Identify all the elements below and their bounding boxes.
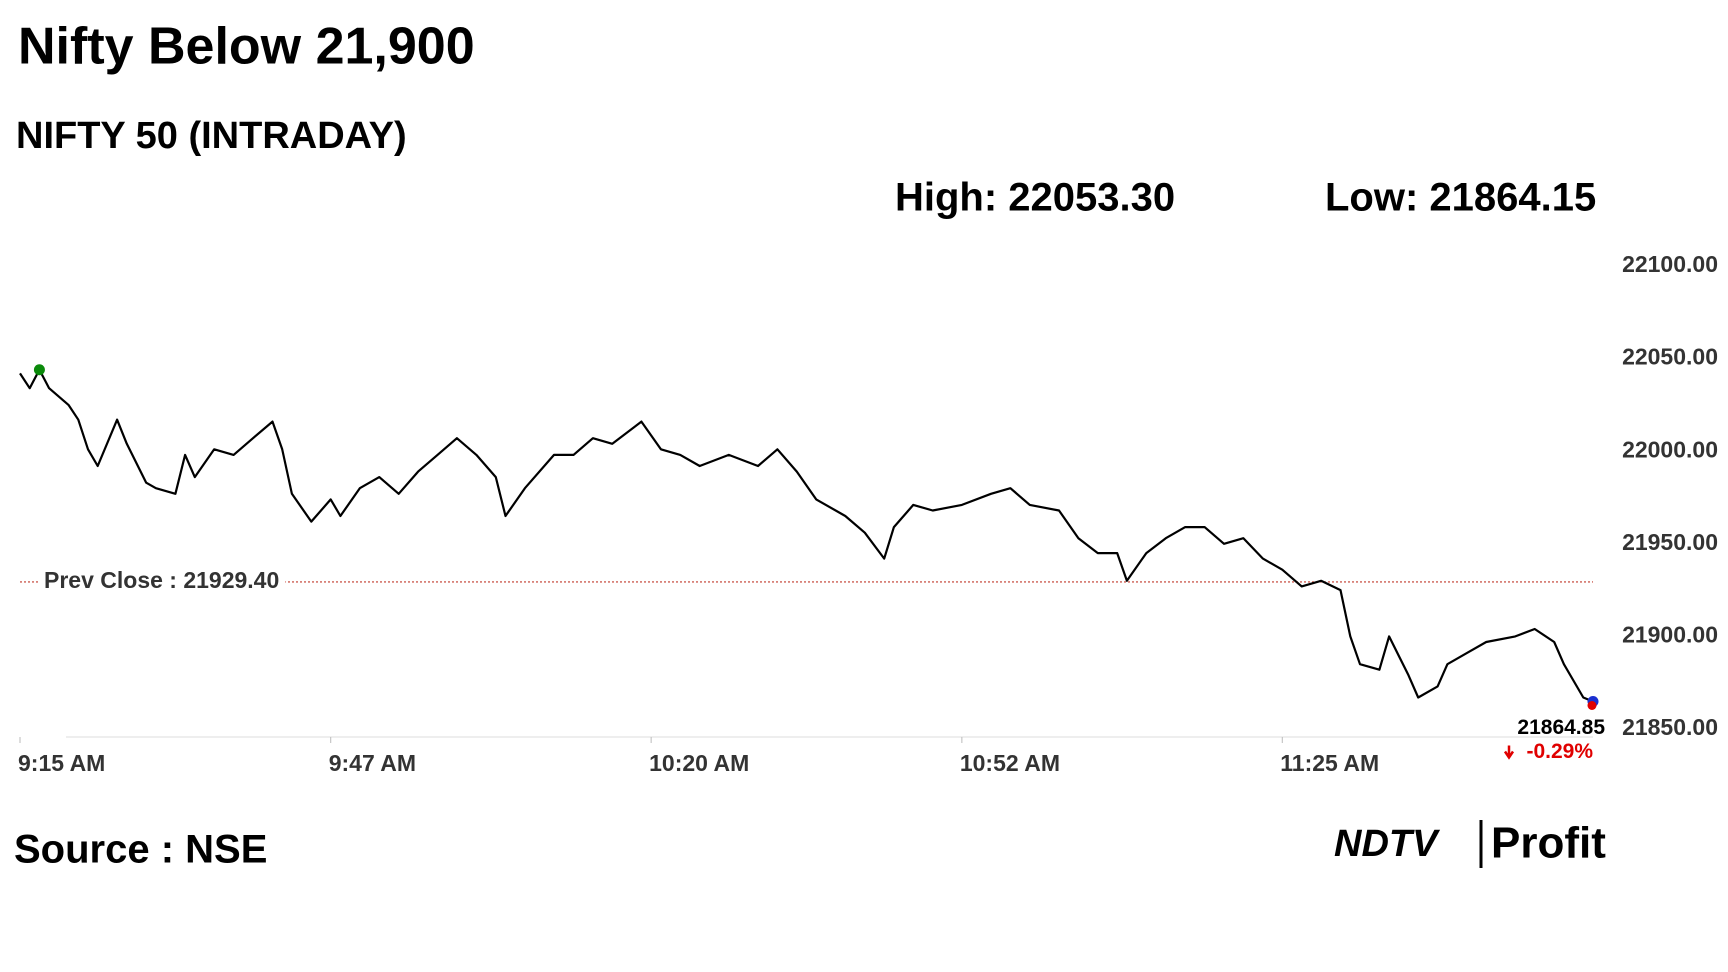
x-tick-label: 10:20 AM [649, 750, 749, 776]
y-tick-label: 21850.00 [1622, 714, 1718, 740]
y-tick-label: 21950.00 [1622, 529, 1718, 555]
high-text: High: 22053.30 [895, 176, 1175, 220]
price-line [19, 368, 1594, 703]
x-tick-label: 10:52 AM [960, 750, 1060, 776]
x-tick-label: 9:47 AM [329, 750, 416, 776]
last-value-label: 21864.85 [1517, 716, 1605, 739]
x-tick-label: 11:25 AM [1280, 750, 1379, 776]
x-tick-label: 9:15 AM [18, 750, 105, 776]
y-tick-label: 22000.00 [1622, 436, 1718, 462]
y-tick-label: 21900.00 [1622, 621, 1718, 647]
chart-subtitle: NIFTY 50 (INTRADAY) [16, 115, 407, 157]
down-arrow [1503, 745, 1515, 760]
prev-close-label: Prev Close : 21929.40 [44, 567, 279, 593]
y-tick-label: 22100.00 [1622, 251, 1718, 277]
last-dot-red [1587, 700, 1597, 710]
brand-profit: Profit [1491, 819, 1606, 868]
y-tick-label: 22050.00 [1622, 344, 1718, 370]
brand-ndtv: NDTV [1334, 823, 1440, 865]
high-dot [33, 364, 45, 376]
change-label: -0.29% [1526, 740, 1593, 763]
prev-close-label-bg [38, 567, 286, 594]
chart-title: Nifty Below 21,900 [18, 18, 475, 76]
low-text: Low: 21864.15 [1325, 176, 1596, 220]
source: Source : NSE [14, 828, 267, 872]
